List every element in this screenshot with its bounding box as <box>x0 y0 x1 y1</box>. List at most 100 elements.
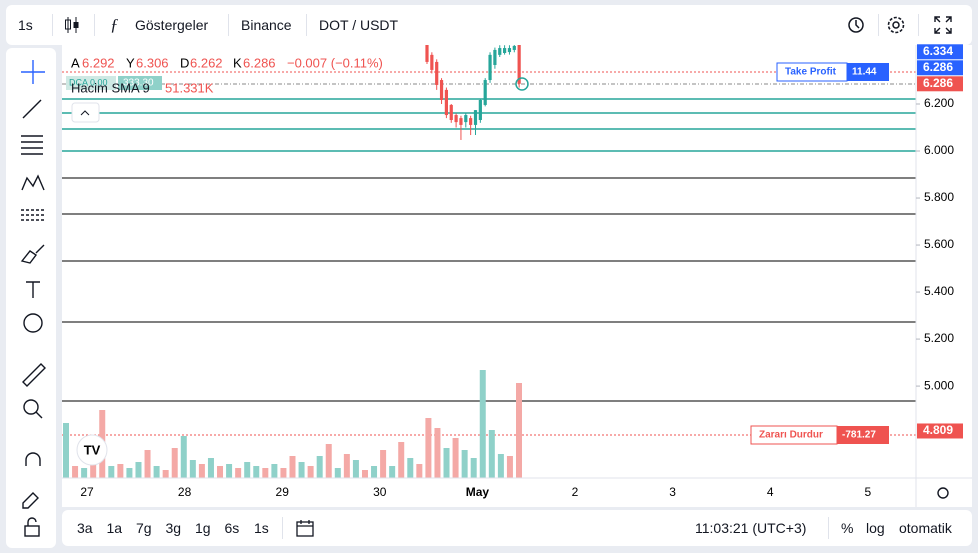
volume-bar <box>506 456 513 478</box>
price-tick-label: 6.200 <box>924 96 954 110</box>
order-value[interactable]: -781.27 <box>842 430 876 441</box>
order-value[interactable]: 11.44 <box>852 67 877 78</box>
dca-badge <box>66 76 116 90</box>
volume-bar <box>452 438 459 478</box>
volume-bar <box>380 450 387 478</box>
lock-drawings-tool[interactable] <box>22 492 39 509</box>
separator <box>52 14 53 36</box>
range-button[interactable]: 1g <box>195 520 211 536</box>
price-tick-label: 5.200 <box>924 331 954 345</box>
goto-date-icon[interactable] <box>295 518 315 538</box>
magnet-tool[interactable] <box>25 452 41 466</box>
legend-close-label: K <box>233 55 242 70</box>
symbol-button[interactable]: DOT / USDT <box>319 17 399 33</box>
separator <box>828 517 829 539</box>
range-button[interactable]: 1a <box>106 520 123 536</box>
collapse-legend-button[interactable] <box>71 102 100 123</box>
candle-body <box>430 54 434 70</box>
replay-icon[interactable] <box>846 14 868 36</box>
range-button[interactable]: 3a <box>77 520 93 536</box>
log-toggle[interactable]: log <box>866 520 885 536</box>
volume-bar <box>488 430 495 478</box>
range-button[interactable]: 1s <box>254 520 269 536</box>
candle-body <box>483 80 487 105</box>
separator <box>94 14 95 36</box>
volume-bar <box>371 466 378 478</box>
trend-line-tool[interactable] <box>22 99 42 119</box>
zoom-tool[interactable] <box>23 399 39 415</box>
volume-bar <box>180 436 187 478</box>
price-tick-label: 5.400 <box>924 284 954 298</box>
volume-bar <box>217 466 224 478</box>
brush-tool[interactable] <box>20 244 45 264</box>
candle-body <box>459 118 463 125</box>
candle-body <box>464 115 468 123</box>
candle-type-icon[interactable] <box>64 16 80 34</box>
volume-bar <box>235 468 242 478</box>
order-value-box[interactable] <box>847 63 889 81</box>
time-label: 3 <box>669 485 676 499</box>
separator <box>878 14 879 36</box>
volume-bar <box>207 458 214 478</box>
candle-body <box>512 45 516 50</box>
legend-open-label: A <box>71 55 80 70</box>
candle-body <box>478 100 482 120</box>
volume-bar <box>516 383 522 478</box>
percent-toggle[interactable]: % <box>841 520 854 536</box>
range-button[interactable]: 6s <box>224 520 240 536</box>
prediction-tool[interactable] <box>21 209 45 221</box>
pattern-tool[interactable] <box>21 174 45 191</box>
price-badge-label: 6.334 <box>923 44 953 58</box>
text-tool[interactable] <box>26 281 40 298</box>
volume-bar <box>126 468 133 478</box>
dca-value: 333.30 <box>123 78 154 89</box>
volume-bar <box>135 462 142 478</box>
order-label[interactable]: Take Profit <box>785 67 837 78</box>
bottom-toolbar: 3a 1a 7g 3g 1g 6s 1s 11:03:21 (UTC+3) % log ot… <box>62 510 972 546</box>
exchange-button[interactable]: Binance <box>241 17 292 33</box>
fx-icon[interactable]: ƒ <box>110 15 119 34</box>
volume-bar <box>244 462 251 478</box>
interval-button[interactable]: 1s <box>18 17 33 33</box>
order-value-box[interactable] <box>837 426 889 444</box>
volume-bar <box>325 444 332 478</box>
fullscreen-icon[interactable] <box>934 16 952 34</box>
separator <box>306 14 307 36</box>
volume-bar <box>316 456 323 478</box>
volume-bar <box>289 456 296 478</box>
drawing-toolbar <box>6 48 56 548</box>
crosshair-tool[interactable] <box>21 60 45 84</box>
legend-high-label: Y <box>126 55 135 70</box>
emoji-tool[interactable] <box>23 313 43 333</box>
volume-bar <box>63 423 69 478</box>
legend-close: 6.286 <box>243 55 276 70</box>
top-toolbar: 1s ƒ Göstergeler Binance DOT / USDT <box>6 5 972 45</box>
tv-logo[interactable] <box>76 434 108 466</box>
order-label[interactable]: Zararı Durdur <box>759 430 823 441</box>
axis-settings-icon[interactable] <box>937 487 949 499</box>
range-button[interactable]: 3g <box>165 520 182 536</box>
legend-open: 6.292 <box>82 55 115 70</box>
ruler-tool[interactable] <box>22 363 46 387</box>
candle-body <box>488 54 492 81</box>
volume-bar <box>352 460 359 478</box>
price-badge <box>917 423 963 439</box>
order-marker[interactable] <box>515 77 529 91</box>
lock-tool[interactable] <box>24 525 40 537</box>
candle-body <box>507 48 512 53</box>
volume-bar <box>226 464 233 478</box>
volume-bar <box>117 464 124 478</box>
settings-icon[interactable] <box>885 14 907 36</box>
volume-bar <box>334 468 341 478</box>
volume-bar <box>425 418 432 478</box>
fib-tool[interactable] <box>21 135 43 155</box>
auto-toggle[interactable]: otomatik <box>899 520 952 536</box>
indicators-button[interactable]: Göstergeler <box>135 17 209 33</box>
price-tick-label: 6.000 <box>924 143 954 157</box>
dca-value-badge <box>118 76 162 90</box>
collapse-icon <box>80 110 90 116</box>
volume-bar <box>470 458 477 478</box>
range-button[interactable]: 7g <box>136 520 152 536</box>
separator <box>228 14 229 36</box>
